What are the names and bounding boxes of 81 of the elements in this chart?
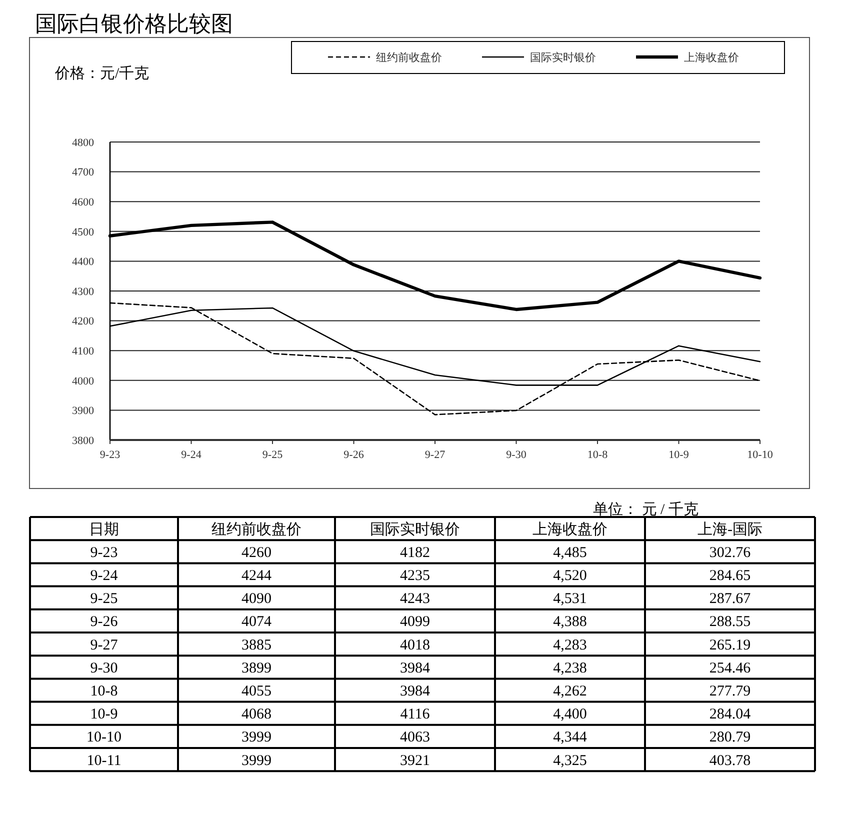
- y-tick-label: 4200: [72, 316, 94, 328]
- data-label: 4099: [400, 614, 430, 630]
- y-tick-label: 4500: [72, 226, 94, 238]
- y-tick-label: 4100: [72, 345, 94, 358]
- data-label: 4,344: [553, 730, 588, 746]
- y-tick-label: 4800: [72, 136, 94, 149]
- data-label: 4182: [400, 544, 430, 561]
- text: 单位： 元 / 千克: [593, 501, 698, 518]
- data-label: 4,388: [553, 614, 587, 630]
- data-label: 4063: [400, 730, 430, 746]
- y-tick-label: 3800: [72, 434, 94, 447]
- x-tick-label: 9-30: [506, 449, 527, 461]
- category-label: 10-11: [86, 752, 122, 769]
- category-label: 9-25: [90, 591, 118, 608]
- data-label: 4074: [242, 614, 272, 630]
- data-label: 4,485: [553, 544, 587, 561]
- data-label: 284.65: [709, 568, 751, 584]
- x-tick-label: 9-26: [344, 449, 364, 461]
- text: 纽约前收盘价: [212, 520, 302, 538]
- data-label: 4055: [242, 684, 272, 700]
- data-label: 4090: [242, 591, 272, 608]
- category-label: 9-26: [90, 614, 118, 630]
- data-label: 3885: [242, 637, 272, 654]
- category-label: 9-23: [90, 544, 118, 561]
- text: 日期: [89, 520, 119, 538]
- text: 上海-国际: [698, 520, 762, 538]
- data-label: 287.67: [709, 591, 752, 608]
- x-tick-label: 10-10: [747, 449, 774, 461]
- data-label: 4,520: [553, 568, 587, 584]
- data-label: 284.04: [709, 706, 752, 723]
- text: 上海收盘价: [532, 520, 608, 538]
- category-label: 10-8: [90, 684, 118, 700]
- data-label: 4068: [242, 706, 272, 723]
- x-tick-label: 9-25: [262, 449, 284, 461]
- legend-label: 上海收盘价: [684, 50, 739, 64]
- data-label: 288.55: [709, 614, 751, 630]
- data-label: 277.79: [709, 684, 751, 700]
- data-label: 4116: [400, 706, 430, 723]
- data-label: 4,325: [553, 752, 587, 769]
- data-label: 4243: [400, 591, 430, 608]
- data-label: 4235: [400, 568, 430, 584]
- category-label: 10-9: [90, 706, 118, 723]
- data-label: 4244: [242, 568, 272, 584]
- data-label: 302.76: [709, 544, 752, 561]
- data-label: 3999: [242, 730, 272, 746]
- data-label: 3899: [242, 660, 272, 676]
- data-label: 4,400: [553, 706, 587, 723]
- y-tick-label: 3900: [72, 405, 94, 418]
- data-label: 3999: [242, 752, 272, 769]
- category-label: 10-10: [86, 730, 122, 746]
- x-tick-label: 9-23: [100, 449, 121, 461]
- data-label: 4,283: [553, 637, 587, 654]
- data-label: 4260: [242, 544, 272, 561]
- y-tick-label: 4700: [72, 166, 94, 179]
- category-label: 9-27: [90, 637, 118, 654]
- y-tick-label: 4300: [72, 286, 94, 298]
- y-tick-label: 4400: [72, 256, 94, 268]
- data-label: 254.46: [709, 660, 752, 676]
- y-tick-label: 4000: [72, 375, 94, 388]
- data-label: 3984: [400, 660, 430, 676]
- data-label: 403.78: [709, 752, 751, 769]
- x-tick-label: 9-27: [424, 449, 446, 461]
- x-tick-label: 9-24: [181, 449, 202, 461]
- data-label: 4,531: [553, 591, 587, 608]
- data-label: 4018: [400, 637, 430, 654]
- legend-label: 国际实时银价: [530, 50, 596, 64]
- data-label: 4,262: [553, 684, 587, 700]
- data-label: 280.79: [709, 730, 751, 746]
- data-label: 3921: [400, 752, 430, 769]
- category-label: 9-24: [90, 568, 118, 584]
- data-label: 265.19: [709, 637, 751, 654]
- chart-title: 国际白银价格比较图: [35, 11, 233, 36]
- data-label: 3984: [400, 684, 430, 700]
- text: 国际实时银价: [370, 520, 460, 538]
- x-tick-label: 10-9: [668, 449, 690, 461]
- category-label: 9-30: [90, 660, 118, 676]
- y-tick-label: 4600: [72, 196, 94, 208]
- data-label: 4,238: [553, 660, 587, 676]
- x-tick-label: 10-8: [587, 449, 608, 461]
- legend-label: 纽约前收盘价: [376, 52, 442, 64]
- y-axis-title: 价格：元/千克: [54, 65, 150, 82]
